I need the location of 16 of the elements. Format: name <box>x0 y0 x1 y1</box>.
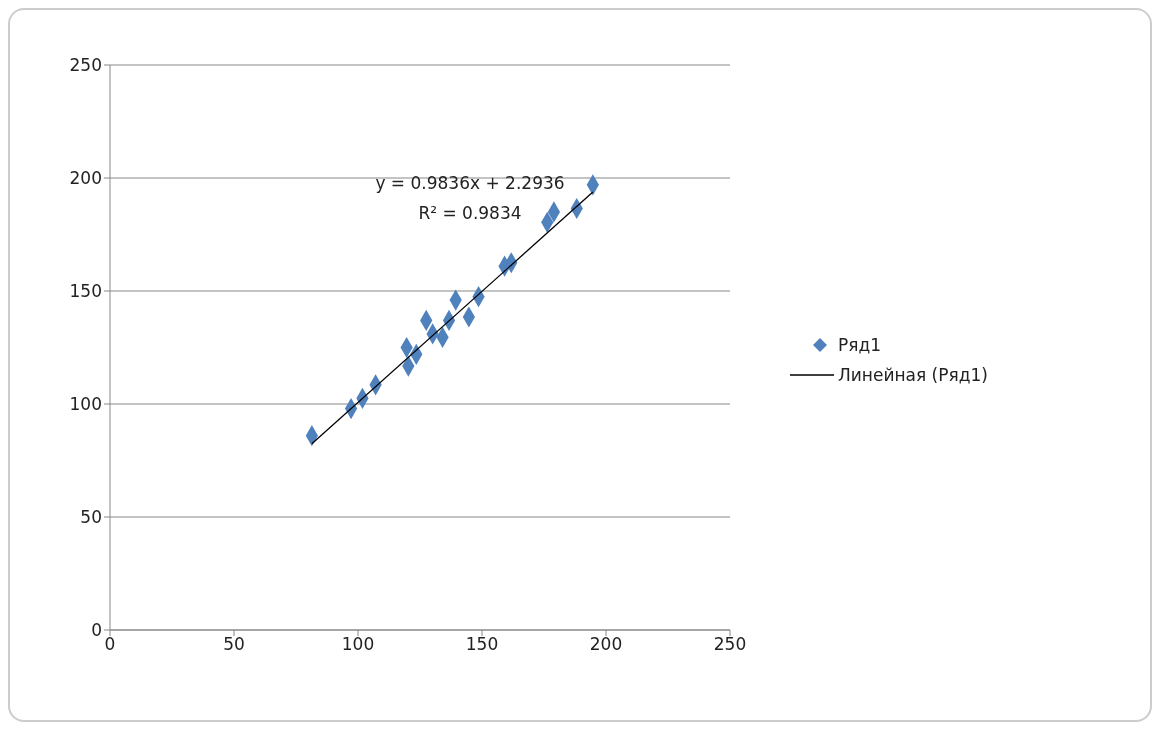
x-tick-label: 50 <box>223 634 245 655</box>
x-tick-label: 200 <box>589 634 623 655</box>
x-tick-label: 250 <box>713 634 747 655</box>
y-tick-label: 0 <box>91 620 102 641</box>
legend-label: Ряд1 <box>838 335 882 355</box>
y-tick-label: 250 <box>69 55 102 76</box>
y-tick-label: 50 <box>80 507 102 528</box>
y-tick-label: 200 <box>69 168 102 189</box>
legend-label: Линейная (Ряд1) <box>838 365 988 385</box>
annotation: R² = 0.9834 <box>417 202 523 225</box>
x-tick-label: 150 <box>465 634 499 655</box>
annotation: y = 0.9836x + 2.2936 <box>374 172 566 195</box>
y-tick-label: 100 <box>69 394 102 415</box>
x-tick-label: 0 <box>104 634 116 655</box>
y-tick-label: 150 <box>69 281 102 302</box>
x-tick-label: 100 <box>341 634 375 655</box>
